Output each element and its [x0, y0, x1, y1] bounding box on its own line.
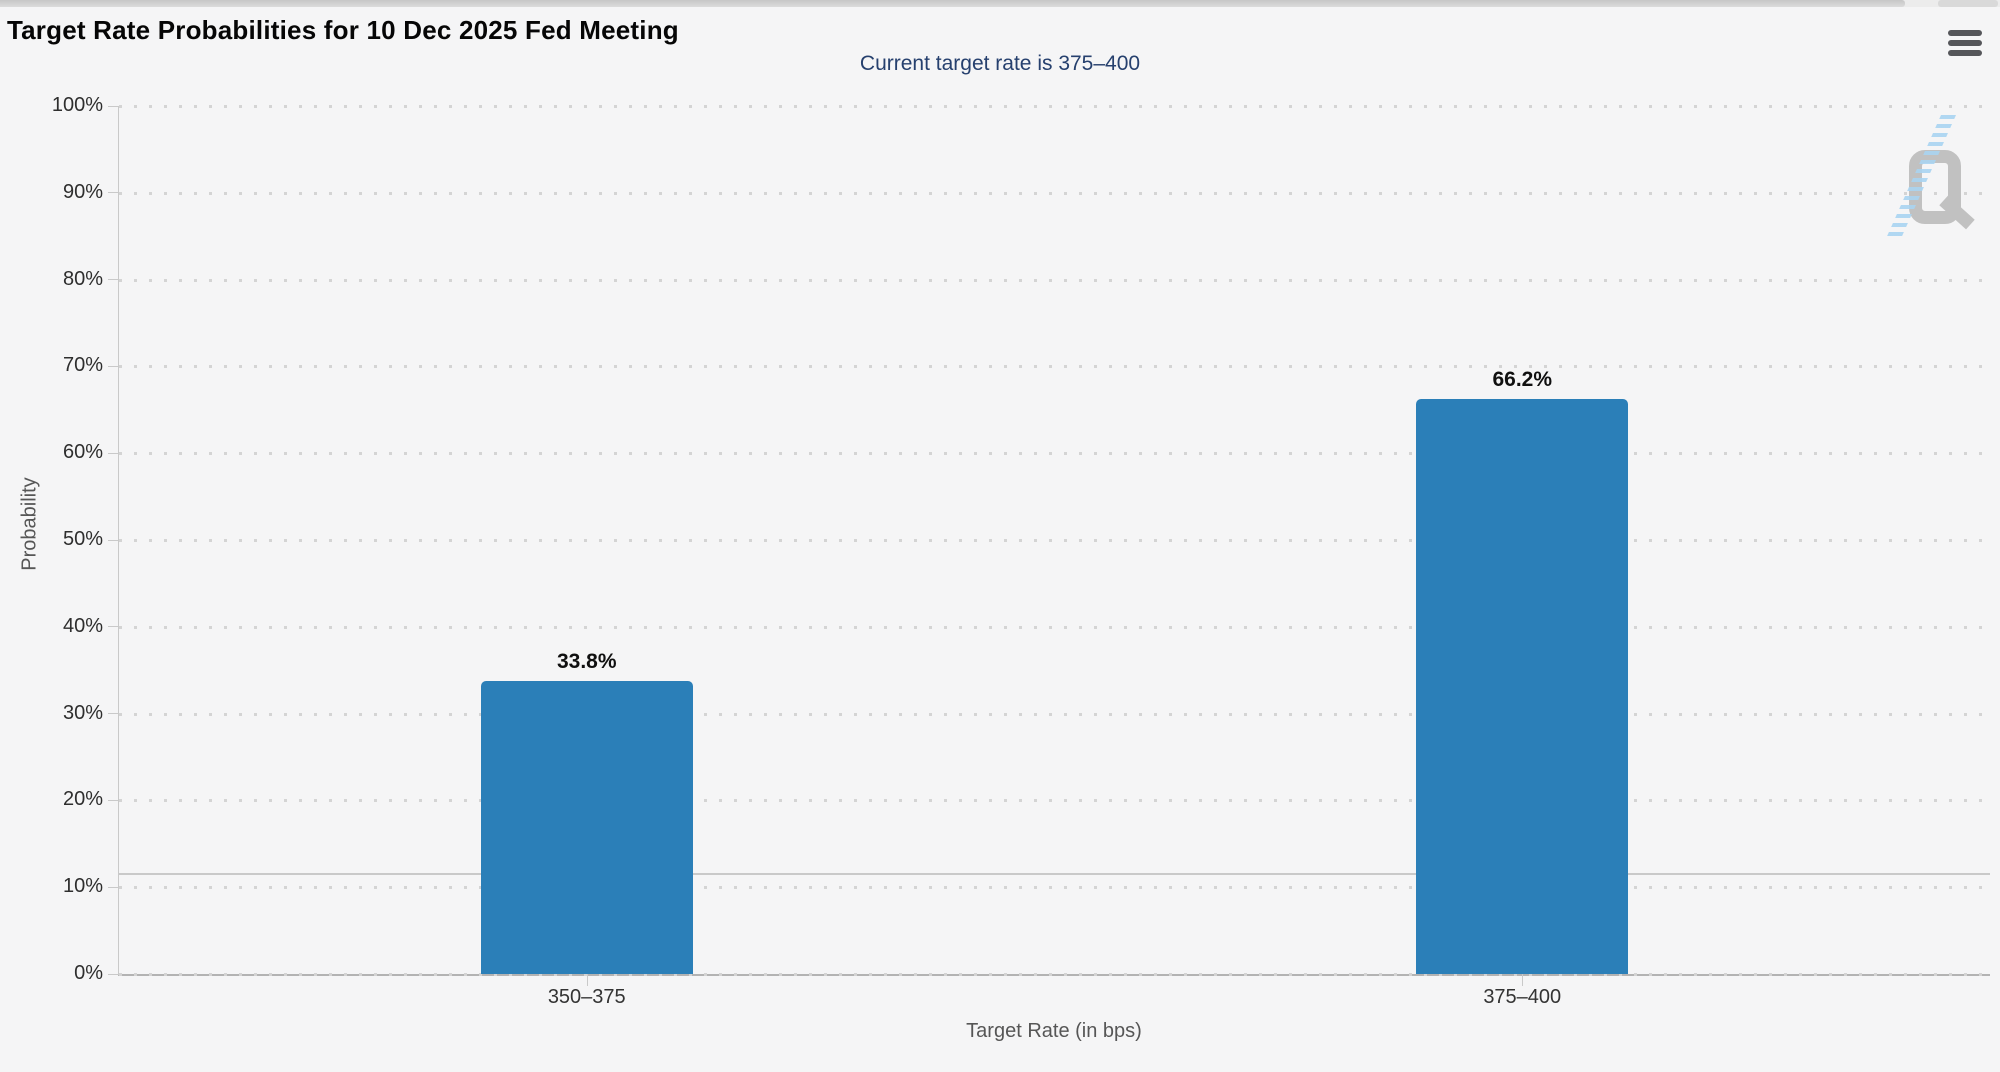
gridline — [119, 278, 1990, 282]
horizontal-scrollbar[interactable] — [0, 0, 2000, 7]
hamburger-icon — [1948, 30, 1984, 56]
quikstrike-watermark — [1859, 106, 1999, 256]
y-axis-tick — [108, 105, 119, 107]
y-axis-tick — [108, 539, 119, 541]
reference-line — [119, 873, 1990, 876]
y-tick-label: 20% — [62, 788, 103, 811]
y-tick-label: 40% — [62, 614, 103, 637]
chart-title: Target Rate Probabilities for 10 Dec 202… — [7, 15, 679, 45]
y-axis-tick — [108, 626, 119, 628]
gridline — [119, 191, 1990, 195]
x-tick-label: 375–400 — [1483, 986, 1562, 1008]
y-tick-label: 100% — [51, 94, 103, 116]
y-axis-title: Probability — [18, 477, 41, 571]
x-tick-label: 350–375 — [547, 986, 626, 1008]
plot-area: 0% 10% 20% 30% 40% 50% 60% 70% 80% 90% 100% 33.8% 35… — [52, 94, 1990, 1008]
bar-350-375[interactable] — [480, 680, 693, 974]
y-tick-label: 10% — [62, 875, 103, 898]
gridline — [119, 712, 1990, 716]
scrollbar-thumb[interactable] — [0, 0, 1905, 7]
gridline — [119, 625, 1990, 629]
y-tick-label: 80% — [62, 267, 103, 290]
bar-value-label: 33.8% — [556, 649, 617, 673]
y-tick-label: 30% — [62, 701, 103, 724]
bar-375-400[interactable] — [1416, 399, 1629, 974]
gridline — [119, 365, 1990, 369]
chart-subtitle: Current target rate is 375–400 — [859, 52, 1141, 75]
y-axis-tick — [108, 886, 119, 888]
x-axis-title: Target Rate (in bps) — [966, 1020, 1142, 1042]
y-tick-label: 0% — [74, 962, 103, 984]
y-axis-tick — [108, 365, 119, 367]
gridline — [119, 886, 1990, 890]
gridline — [119, 105, 1990, 108]
gridline — [119, 539, 1990, 542]
y-tick-label: 70% — [62, 354, 103, 377]
y-axis-tick — [108, 799, 119, 801]
gridline — [119, 973, 1990, 976]
x-axis-tick — [1522, 974, 1524, 986]
y-axis-tick — [108, 192, 119, 194]
y-axis-tick — [108, 452, 119, 454]
y-tick-label: 50% — [62, 528, 103, 550]
scrollbar-end-segment[interactable] — [1938, 0, 1998, 7]
gridline — [119, 452, 1990, 456]
y-axis-tick — [108, 973, 119, 975]
y-axis-tick — [108, 279, 119, 281]
chart-menu-button[interactable] — [1944, 26, 1988, 60]
y-tick-label: 60% — [62, 441, 103, 464]
y-axis-tick — [108, 713, 119, 715]
y-tick-label: 90% — [62, 180, 103, 203]
bar-value-label: 66.2% — [1492, 368, 1553, 392]
gridline — [119, 799, 1990, 803]
x-axis-tick — [586, 974, 588, 986]
